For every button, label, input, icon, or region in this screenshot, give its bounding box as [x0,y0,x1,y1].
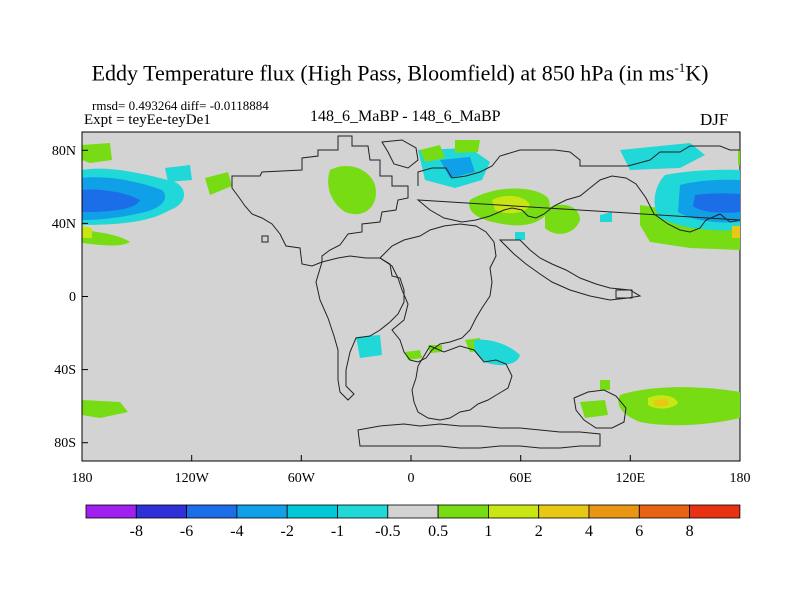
season-label: DJF [700,110,729,129]
colorbar-label: 6 [635,523,643,540]
colorbar-box [85,504,137,519]
colorbar-box [689,504,741,519]
contour-north-pacific-2 [165,165,192,182]
y-tick-label: 40S [54,363,76,378]
colorbar-box [337,504,389,519]
contour-west-jet-strip-yellow [82,226,92,238]
coastline-eurasia [416,145,741,233]
contour-east-asia [545,204,580,234]
x-tick-label: 180 [730,471,751,486]
colorbar-box [538,504,590,519]
contour-bering-small [600,212,612,222]
coastline-island-2 [615,289,633,299]
x-tick-label: 180 [72,471,93,486]
contour-south-atlantic-1 [405,350,422,360]
coastline-australia [573,389,627,429]
colorbar-box [286,504,338,519]
colorbar-box [638,504,690,519]
coastline-antarctica-main [357,423,601,449]
coastline-africa [379,223,497,363]
y-tick-labels: 80N 40N 0 40S 80S [52,144,76,451]
contour-south-america [356,335,382,358]
center-subtitle: 148_6_MaBP - 148_6_MaBP [310,108,501,125]
contour-north-pacific-3 [205,172,232,195]
colorbar-boxes [85,504,741,519]
coastline-greenland [381,139,419,169]
colorbar-label: 1 [484,523,492,540]
contour-east-asia-spot [515,232,525,240]
y-tick-label: 80S [54,436,76,451]
colorbar-box [387,504,439,519]
contour-indian-ocean-2 [580,400,608,418]
colorbar-label: -6 [180,523,193,540]
x-tick-label: 0 [408,471,415,486]
coastline-north-america [231,135,409,267]
x-tick-label: 60E [509,471,532,486]
y-tick-label: 0 [69,290,76,305]
page-title: Eddy Temperature flux (High Pass, Bloomf… [91,60,709,86]
colorbar-label: -4 [230,523,243,540]
colorbar-box [437,504,489,519]
y-tick-label: 80N [52,144,76,159]
contour-east-edge-green [738,150,740,165]
y-tick-label: 40N [52,217,76,232]
colorbar-label: -1 [331,523,344,540]
colorbar-label: -0.5 [375,523,400,540]
contour-east-edge-yellow [732,226,740,238]
contour-southern-ocean-orange [654,399,668,406]
contour-west-jet-strip [82,230,130,246]
x-tick-label: 60W [288,471,316,486]
contour-north-pacific-1 [82,143,112,163]
colorbar-box [186,504,238,519]
colorbar-label: 0.5 [428,523,448,540]
contour-southern-ocean-green [618,387,740,426]
contour-arctic-3 [455,140,480,153]
x-tick-label: 120E [616,471,646,486]
contour-west-jet-core [82,189,140,212]
colorbar-box [135,504,188,519]
contour-north-atlantic-1 [328,165,376,215]
contour-features [82,140,740,426]
colorbar-labels: -8 -6 -4 -2 -1 -0.5 0.5 1 2 4 6 8 [130,523,694,540]
contour-central-asia-core [492,195,530,214]
colorbar-label: -2 [281,523,294,540]
coastline-island-1 [261,235,269,243]
colorbar: -8 -6 -4 -2 -1 -0.5 0.5 1 2 4 6 8 [85,504,741,540]
colorbar-label: 2 [535,523,543,540]
contour-south-africa-cyan [474,339,520,366]
stats-label: rmsd= 0.493264 diff= -0.0118884 [92,98,269,113]
x-tick-labels: 180 120W 60W 0 60E 120E 180 [72,471,751,486]
contour-indian-ocean-1 [600,380,610,390]
colorbar-box [588,504,640,519]
contour-east-jet-core [693,193,740,213]
axis-ticks [81,132,741,461]
colorbar-box [487,504,540,519]
coastline-antarctica-east [411,345,513,421]
coastline-india [498,239,642,301]
x-tick-label: 120W [175,471,210,486]
contour-south-pacific-west [82,400,128,418]
experiment-label: Expt = teyEe-teyDe1 [84,112,211,128]
contour-arctic-2 [420,145,445,162]
coastlines [231,135,741,449]
colorbar-label: -8 [130,523,143,540]
colorbar-label: 4 [585,523,593,540]
colorbar-label: 8 [686,523,694,540]
colorbar-box [236,504,288,519]
